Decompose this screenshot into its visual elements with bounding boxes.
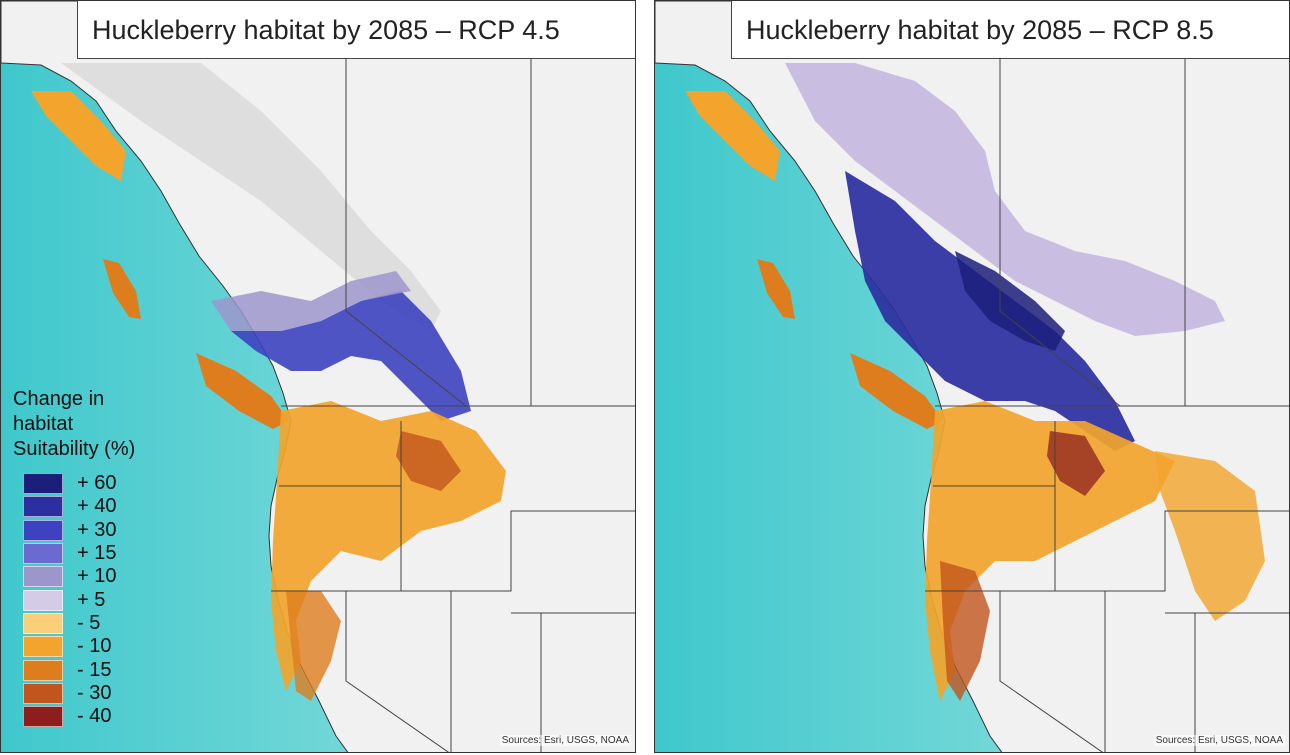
habitat-decline-east xyxy=(1155,451,1265,621)
habitat-decline-south xyxy=(286,591,341,701)
habitat-gain-light xyxy=(785,63,1225,336)
legend-label: + 40 xyxy=(77,495,117,518)
habitat-decline-south xyxy=(940,561,990,701)
legend-swatch xyxy=(23,543,63,565)
legend-item: + 30 xyxy=(23,519,159,542)
habitat-decline-strong xyxy=(396,431,461,491)
legend-item: + 60 xyxy=(23,472,159,495)
map-rcp85 xyxy=(655,1,1289,752)
map-rcp45 xyxy=(1,1,635,752)
habitat-gain xyxy=(231,291,471,421)
legend-swatch xyxy=(23,589,63,611)
coastal-decline xyxy=(31,91,126,181)
vancouver-island xyxy=(196,353,289,429)
sources-credit: Sources: Esri, USGS, NOAA xyxy=(1153,735,1285,746)
island-decline xyxy=(103,259,141,319)
legend-item: - 15 xyxy=(23,658,159,681)
vancouver-island xyxy=(850,353,943,429)
legend-label: - 5 xyxy=(77,611,101,634)
legend-item: + 40 xyxy=(23,495,159,518)
island-decline xyxy=(757,259,795,319)
map-title: Huckleberry habitat by 2085 – RCP 4.5 xyxy=(77,1,635,59)
legend-swatch xyxy=(23,706,63,728)
legend-swatch xyxy=(23,566,63,588)
legend-swatch xyxy=(23,659,63,681)
legend-label: + 60 xyxy=(77,472,117,495)
legend-items: + 60 + 40 + 30 + 15 + 10 + 5- 5- 10- 15- 30- … xyxy=(23,472,159,728)
legend-label: + 10 xyxy=(77,565,117,588)
legend-label: + 15 xyxy=(77,542,117,565)
legend-swatch xyxy=(23,682,63,704)
legend-title-line2: Suitability (%) xyxy=(13,438,136,460)
legend-item: - 30 xyxy=(23,682,159,705)
legend-item: - 10 xyxy=(23,635,159,658)
legend-swatch xyxy=(23,519,63,541)
legend-label: - 15 xyxy=(77,658,112,681)
legend-item: - 40 xyxy=(23,705,159,728)
habitat-gain-light xyxy=(211,271,411,331)
legend-swatch xyxy=(23,496,63,518)
legend-label: - 30 xyxy=(77,681,112,704)
legend-item: - 5 xyxy=(23,612,159,635)
legend-label: + 30 xyxy=(77,518,117,541)
legend-swatch xyxy=(23,612,63,634)
habitat-decline xyxy=(925,401,1175,701)
state-borders xyxy=(925,59,1289,752)
map-panel-rcp85: Huckleberry habitat by 2085 – RCP 8.5 So… xyxy=(654,0,1290,753)
legend-swatch xyxy=(23,473,63,495)
legend-item: + 10 xyxy=(23,565,159,588)
sources-credit: Sources: Esri, USGS, NOAA xyxy=(499,735,631,746)
habitat-gain-dark xyxy=(955,251,1065,351)
legend-label: + 5 xyxy=(77,588,106,611)
legend-swatch xyxy=(23,636,63,658)
map-panel-rcp45: Huckleberry habitat by 2085 – RCP 4.5 Ch… xyxy=(0,0,636,753)
habitat-decline-strong xyxy=(1047,431,1105,496)
map-title: Huckleberry habitat by 2085 – RCP 8.5 xyxy=(731,1,1289,59)
legend-title-line1: Change in habitat xyxy=(13,388,105,435)
legend-item: + 5 xyxy=(23,588,159,611)
legend-label: - 10 xyxy=(77,635,112,658)
legend: Change in habitat Suitability (%) + 60 + … xyxy=(9,387,159,728)
legend-item: + 15 xyxy=(23,542,159,565)
coastal-decline xyxy=(685,91,780,181)
state-borders xyxy=(271,59,635,752)
legend-label: - 40 xyxy=(77,705,112,728)
